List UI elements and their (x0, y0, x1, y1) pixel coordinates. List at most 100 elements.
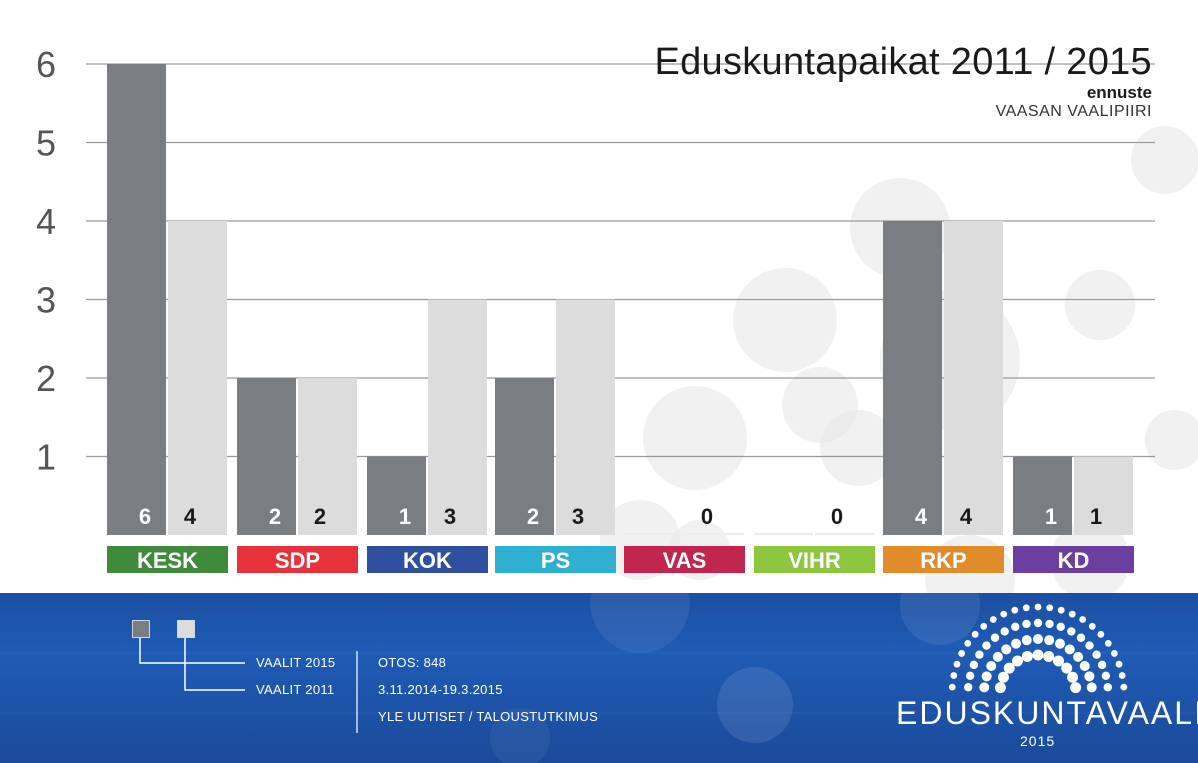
logo-dot (1011, 638, 1022, 649)
logo-dot (1033, 618, 1043, 628)
bar-2015-vas (624, 533, 683, 535)
legend-swatch-2011 (177, 620, 195, 638)
y-tick-label: 5 (36, 123, 56, 164)
logo-dot (981, 671, 992, 682)
category-label: KD (1058, 548, 1090, 573)
bars (107, 64, 1133, 535)
data-label-2015: 2 (269, 504, 281, 529)
category-badge-vas (624, 546, 745, 573)
y-tick-label: 3 (36, 280, 56, 321)
chart-subtitle: ennuste (1086, 83, 1152, 102)
logo-dot (1068, 610, 1076, 618)
category-label: PS (541, 548, 570, 573)
bar-2011-sdp (298, 378, 357, 535)
bar-2011-kd (1074, 456, 1133, 535)
logo-dot (1067, 627, 1076, 636)
logo-dot (1011, 622, 1020, 631)
logo-dot (1053, 655, 1065, 667)
logo-dot (958, 650, 966, 657)
bar-2011-kesk (168, 221, 227, 535)
y-axis-ticks: 1 2 3 4 5 6 (36, 44, 56, 478)
logo-dot (1120, 683, 1128, 691)
logo-dot (953, 660, 961, 668)
data-label-2011: 4 (184, 504, 197, 529)
logo-dot (1097, 630, 1105, 638)
logo-dot (1000, 627, 1009, 636)
logo-dot (980, 622, 988, 630)
data-label-2011: 4 (960, 504, 973, 529)
logo-dot (982, 641, 991, 650)
data-label-2011: 1 (1090, 504, 1102, 529)
data-label-2015: 2 (527, 504, 539, 529)
logo-dot (1032, 649, 1044, 661)
data-label-2011: 0 (701, 504, 713, 529)
logo-dot (1054, 638, 1065, 649)
data-label-2015: 6 (139, 504, 151, 529)
data-label-2015: 4 (915, 504, 928, 529)
logo-dot (997, 671, 1009, 683)
logo-dot (986, 661, 997, 671)
survey-source: YLE UUTISET / TALOUSTUTKIMUS (378, 709, 599, 724)
logo-dot (979, 682, 990, 693)
logo-dot (1022, 619, 1031, 629)
footer-decoration (0, 593, 1198, 763)
logo-dot (1086, 682, 1097, 693)
y-tick-label: 1 (36, 437, 56, 478)
bar-2011-rkp (944, 221, 1003, 535)
logo-dot (1033, 634, 1043, 644)
category-label: KOK (403, 548, 452, 573)
logo-dot (1045, 619, 1054, 629)
logo-dot (992, 651, 1003, 662)
bubble (643, 386, 747, 490)
category-badge-kesk (107, 546, 228, 573)
logo-dot (1101, 671, 1111, 681)
bar-2015-ps (495, 378, 554, 535)
logo-dot (950, 672, 958, 679)
bar-chart: 1 2 3 4 5 6 6 4 2 2 1 3 2 3 0 0 4 4 1 1 KESK SDP KOK PS VAS VIH… (36, 44, 1155, 573)
logo-dot (1064, 644, 1075, 655)
logo-dot (1104, 640, 1112, 647)
logo-text: EDUSKUNTAVAALIT (896, 695, 1198, 731)
category-labels: KESK SDP KOK PS VAS VIHR RKP KD (107, 546, 1134, 573)
logo-dot (1115, 660, 1123, 668)
logo-dot (1021, 651, 1033, 663)
bar-2011-vas (685, 533, 744, 535)
logo-dot (1003, 662, 1015, 674)
y-tick-label: 6 (36, 44, 56, 85)
logo-dot (1022, 604, 1030, 612)
logo-dot (1056, 622, 1065, 631)
logo-dot (1103, 683, 1112, 692)
category-label: RKP (920, 548, 966, 573)
logo-dot (1034, 603, 1042, 611)
logo-dot (1097, 660, 1107, 670)
bubble (820, 410, 896, 486)
logo-dot (1061, 662, 1073, 674)
logo-dot (1067, 671, 1079, 683)
category-label: VIHR (788, 548, 841, 573)
logo-dot (1044, 635, 1055, 646)
logo-dot (969, 660, 979, 670)
legend-label-2011: VAALIT 2011 (256, 682, 335, 697)
logo-dot (1085, 641, 1094, 650)
y-tick-label: 2 (36, 358, 56, 399)
logo-dot (1079, 616, 1087, 623)
data-label-2015: 1 (1045, 504, 1057, 529)
logo-dot (1011, 655, 1023, 667)
bar-2015-rkp (883, 221, 942, 535)
category-badge-kok (367, 546, 488, 573)
data-label-2011: 0 (831, 504, 843, 529)
logo-dots (948, 603, 1128, 694)
logo-dot (964, 683, 973, 692)
bar-2011-ps (556, 299, 615, 535)
logo-dot (1092, 650, 1101, 659)
category-label: VAS (663, 548, 707, 573)
logo-dot (1021, 635, 1032, 646)
bar-2015-kd (1013, 456, 1072, 535)
logo-dot (1001, 644, 1012, 655)
footer-band: VAALIT 2015 VAALIT 2011 OTOS: 848 3.11.2… (0, 593, 1198, 763)
logo-dot (971, 630, 979, 638)
logo-dot (1079, 661, 1090, 671)
data-label-2011: 2 (314, 504, 326, 529)
category-badge-rkp (883, 546, 1004, 573)
chart-title-block: Eduskuntapaikat 2011 / 2015 ennuste VAAS… (654, 40, 1152, 122)
